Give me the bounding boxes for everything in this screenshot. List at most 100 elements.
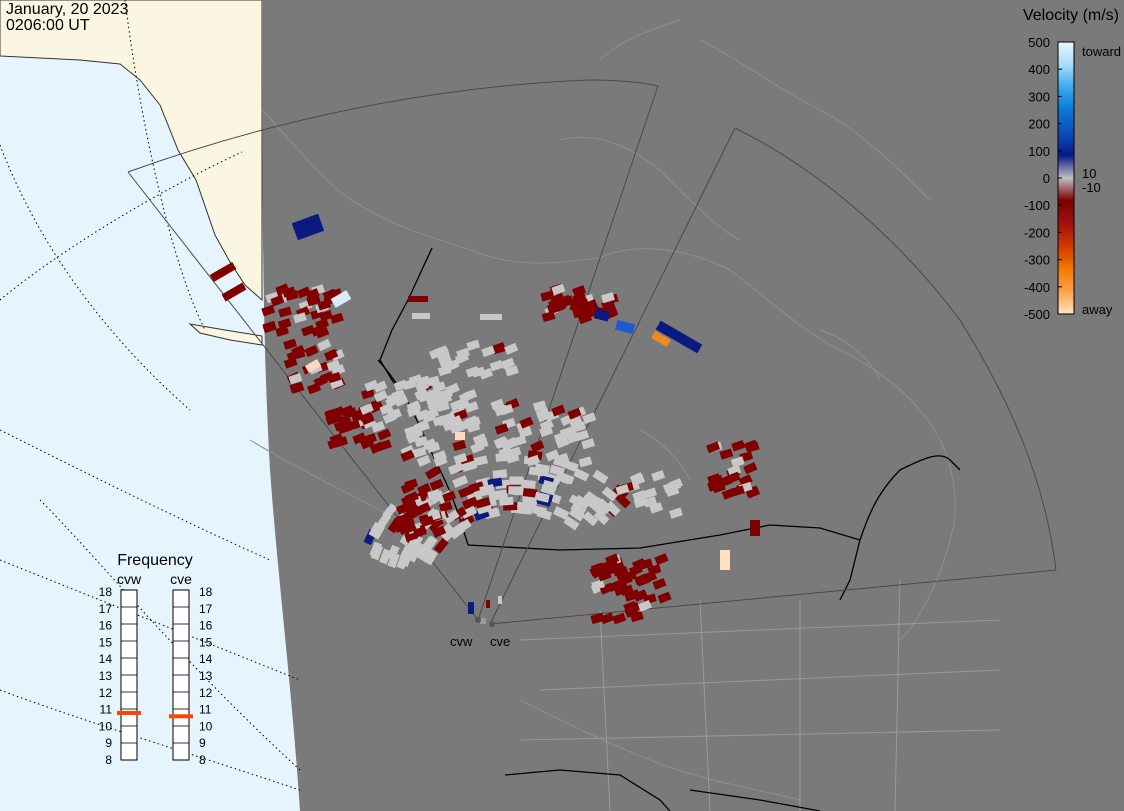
data-cell — [623, 600, 638, 613]
radar-label-cve: cve — [490, 634, 510, 649]
velocity-toward-label: toward — [1082, 44, 1121, 59]
data-cell — [615, 492, 631, 509]
data-cell — [499, 403, 514, 416]
date-label: January, 20 2023 — [6, 1, 129, 18]
data-cell — [530, 440, 545, 453]
data-cell — [555, 472, 572, 485]
data-cell — [296, 286, 311, 299]
velocity-tick-label: 200 — [1028, 117, 1050, 132]
data-cell — [261, 304, 276, 317]
data-cell — [400, 449, 415, 462]
data-cell — [726, 471, 741, 484]
data-cell — [306, 382, 322, 395]
data-cell — [480, 314, 502, 320]
data-cell — [452, 475, 469, 488]
data-cell — [507, 446, 522, 458]
data-cell — [455, 432, 465, 440]
radar-site-cve — [489, 621, 495, 627]
data-cell — [453, 452, 468, 465]
data-cell — [416, 482, 432, 496]
data-cell — [481, 345, 496, 358]
data-cell — [551, 283, 566, 296]
data-cell — [593, 308, 611, 322]
data-cell — [432, 415, 447, 427]
data-cell — [360, 413, 375, 426]
velocity-data-cells — [209, 213, 761, 625]
data-cell — [373, 389, 388, 403]
data-cell — [563, 516, 580, 531]
frequency-tick-right: 13 — [199, 669, 213, 683]
data-cell — [458, 390, 473, 404]
data-cell — [536, 508, 553, 521]
data-cell — [407, 546, 421, 563]
data-cell — [634, 573, 649, 586]
data-cell — [317, 338, 332, 352]
data-cell — [209, 262, 237, 282]
data-cell — [377, 439, 392, 451]
data-cell — [466, 421, 481, 433]
data-cell — [475, 497, 491, 509]
data-cell — [526, 454, 540, 467]
velocity-tick-label: 300 — [1028, 89, 1050, 104]
data-cell — [449, 524, 466, 540]
data-cell — [509, 476, 524, 485]
data-cell — [452, 440, 467, 452]
data-cell — [461, 460, 478, 472]
data-cell — [290, 382, 305, 394]
data-cell — [651, 470, 666, 482]
data-cell — [521, 479, 536, 489]
data-cell — [427, 489, 441, 501]
data-cell — [519, 416, 534, 429]
data-cell — [573, 468, 590, 482]
data-cell — [331, 364, 346, 377]
data-cell — [582, 412, 597, 424]
data-cell — [629, 471, 645, 485]
data-cell — [593, 497, 610, 513]
data-cell — [291, 344, 306, 358]
data-cell — [581, 438, 596, 450]
data-cell — [578, 456, 593, 468]
data-cell — [319, 371, 334, 384]
data-cell — [498, 596, 502, 604]
data-cell — [382, 503, 398, 520]
data-cell — [601, 486, 618, 502]
data-cell — [649, 502, 664, 514]
data-cell — [570, 502, 587, 517]
data-cell — [623, 570, 638, 582]
data-cell — [599, 565, 614, 578]
data-cell — [359, 402, 374, 415]
data-cell — [555, 436, 570, 449]
data-cell — [315, 326, 330, 339]
data-cell — [494, 423, 509, 435]
data-cell — [406, 431, 421, 444]
data-cell — [615, 484, 630, 496]
radar-fov-cve — [489, 127, 1057, 625]
data-cell — [479, 483, 495, 495]
data-cell — [304, 359, 322, 373]
data-cell — [534, 491, 550, 503]
data-cell — [283, 338, 298, 350]
data-cell — [364, 379, 379, 392]
data-cell — [416, 375, 431, 387]
data-cell — [460, 505, 477, 519]
frequency-tick-right: 10 — [199, 719, 213, 733]
data-cell — [317, 299, 332, 311]
data-cell — [633, 589, 648, 602]
data-cell — [333, 419, 348, 432]
data-cell — [632, 490, 647, 502]
frequency-marker-cve — [169, 714, 193, 719]
data-cell — [379, 402, 394, 416]
frequency-tick-left: 13 — [99, 669, 113, 683]
velocity-minor-tick-neg: -10 — [1082, 180, 1101, 195]
data-cell — [275, 325, 289, 337]
data-cell — [325, 408, 340, 420]
velocity-tick-label: -300 — [1024, 253, 1050, 268]
data-cell — [445, 382, 460, 395]
data-cell — [479, 367, 494, 380]
velocity-minor-tick-pos: 10 — [1082, 166, 1096, 181]
data-cell — [637, 599, 652, 612]
frequency-radar-cve: cve — [170, 571, 192, 587]
data-cell — [360, 388, 375, 400]
data-cell — [643, 487, 658, 499]
data-cell — [491, 341, 506, 354]
